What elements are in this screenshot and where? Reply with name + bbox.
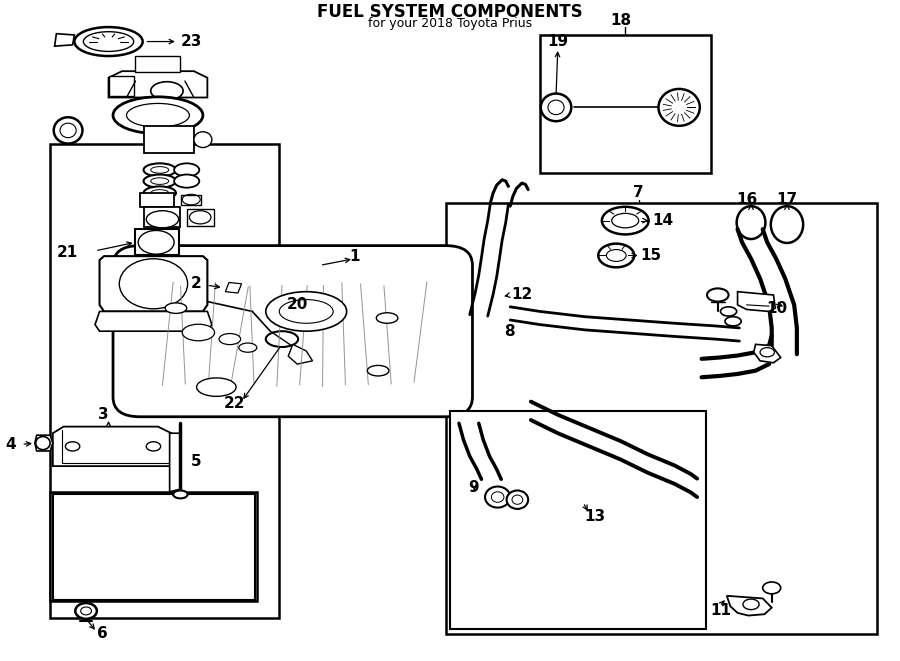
Ellipse shape xyxy=(266,292,346,331)
Polygon shape xyxy=(95,311,212,331)
Bar xyxy=(446,203,877,634)
Ellipse shape xyxy=(742,599,759,609)
Text: 20: 20 xyxy=(286,297,308,313)
Ellipse shape xyxy=(737,206,765,239)
Text: 18: 18 xyxy=(610,13,631,28)
Text: 13: 13 xyxy=(585,510,606,524)
Bar xyxy=(181,195,201,205)
Polygon shape xyxy=(727,596,771,615)
Ellipse shape xyxy=(144,175,176,188)
Ellipse shape xyxy=(144,163,176,176)
Ellipse shape xyxy=(770,206,803,243)
Text: 6: 6 xyxy=(97,627,108,641)
Ellipse shape xyxy=(721,307,737,316)
Ellipse shape xyxy=(66,442,80,451)
Ellipse shape xyxy=(762,582,780,594)
Ellipse shape xyxy=(147,211,178,228)
Bar xyxy=(450,412,706,629)
Polygon shape xyxy=(35,435,53,451)
Ellipse shape xyxy=(602,207,649,235)
Bar xyxy=(540,35,711,173)
Ellipse shape xyxy=(174,175,199,188)
Text: 11: 11 xyxy=(711,603,732,619)
Ellipse shape xyxy=(174,163,199,176)
Ellipse shape xyxy=(707,288,729,301)
Ellipse shape xyxy=(165,303,186,313)
Bar xyxy=(145,126,194,153)
Text: 12: 12 xyxy=(511,287,533,302)
Ellipse shape xyxy=(196,378,236,397)
Bar xyxy=(50,143,279,617)
Text: 19: 19 xyxy=(547,34,568,49)
Text: 7: 7 xyxy=(634,186,644,200)
Bar xyxy=(186,210,213,226)
Ellipse shape xyxy=(541,94,572,121)
Ellipse shape xyxy=(507,490,528,509)
Ellipse shape xyxy=(725,317,742,326)
Ellipse shape xyxy=(147,442,160,451)
Ellipse shape xyxy=(598,244,634,267)
Polygon shape xyxy=(53,426,171,466)
Ellipse shape xyxy=(194,132,212,147)
Bar xyxy=(145,208,180,227)
Ellipse shape xyxy=(485,486,510,508)
Polygon shape xyxy=(225,282,241,293)
Ellipse shape xyxy=(189,211,211,224)
Text: 2: 2 xyxy=(191,276,202,292)
Ellipse shape xyxy=(113,97,202,134)
Ellipse shape xyxy=(54,117,83,143)
Polygon shape xyxy=(753,344,780,363)
Ellipse shape xyxy=(266,331,298,347)
Ellipse shape xyxy=(139,231,174,254)
Ellipse shape xyxy=(36,436,50,449)
Text: 17: 17 xyxy=(777,192,797,207)
Bar xyxy=(140,193,174,208)
Ellipse shape xyxy=(75,27,143,56)
Ellipse shape xyxy=(76,603,97,619)
Text: 15: 15 xyxy=(641,248,662,263)
Ellipse shape xyxy=(367,366,389,376)
Ellipse shape xyxy=(659,89,700,126)
Ellipse shape xyxy=(376,313,398,323)
Text: 23: 23 xyxy=(180,34,202,49)
Ellipse shape xyxy=(151,82,183,100)
Ellipse shape xyxy=(760,348,774,357)
Text: 5: 5 xyxy=(191,454,202,469)
FancyBboxPatch shape xyxy=(113,246,472,416)
Ellipse shape xyxy=(219,334,240,344)
Text: 10: 10 xyxy=(766,301,787,316)
Bar xyxy=(136,229,178,256)
Text: 16: 16 xyxy=(736,192,757,207)
Text: 22: 22 xyxy=(223,396,245,411)
Bar xyxy=(50,492,256,601)
Text: 1: 1 xyxy=(349,249,360,264)
Polygon shape xyxy=(55,34,75,46)
Polygon shape xyxy=(738,292,775,311)
Text: 14: 14 xyxy=(652,213,673,228)
Ellipse shape xyxy=(182,324,214,341)
Text: 21: 21 xyxy=(57,245,77,260)
Bar xyxy=(136,56,180,73)
Text: 8: 8 xyxy=(504,324,515,338)
Text: for your 2018 Toyota Prius: for your 2018 Toyota Prius xyxy=(368,17,532,30)
Bar xyxy=(109,76,134,96)
Polygon shape xyxy=(288,344,312,364)
Text: 4: 4 xyxy=(5,437,16,452)
Text: 9: 9 xyxy=(468,481,479,495)
Bar xyxy=(53,494,255,600)
Polygon shape xyxy=(169,433,180,492)
Polygon shape xyxy=(100,256,207,311)
Ellipse shape xyxy=(238,343,256,352)
Text: FUEL SYSTEM COMPONENTS: FUEL SYSTEM COMPONENTS xyxy=(317,3,583,21)
Ellipse shape xyxy=(144,186,176,200)
Polygon shape xyxy=(109,71,207,98)
Text: 3: 3 xyxy=(98,407,108,422)
Ellipse shape xyxy=(173,490,187,498)
